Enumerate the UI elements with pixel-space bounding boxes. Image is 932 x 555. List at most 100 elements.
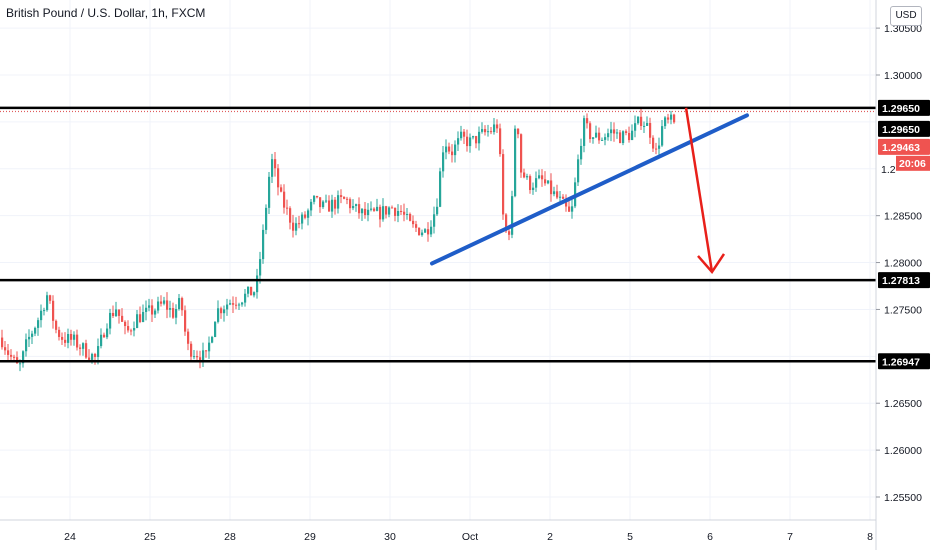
- candle-body: [460, 131, 463, 139]
- candle-body: [475, 136, 478, 144]
- candle-body: [592, 137, 595, 139]
- candle-body: [658, 145, 661, 149]
- candle-body: [367, 209, 370, 216]
- candle-body: [145, 307, 148, 313]
- candle-body: [199, 357, 202, 362]
- currency-button[interactable]: USD: [890, 6, 922, 26]
- candle-body: [646, 122, 649, 126]
- candle-body: [67, 334, 70, 343]
- candle-body: [400, 210, 403, 212]
- candle-body: [550, 180, 553, 195]
- price-tag: 1.29650: [878, 120, 930, 137]
- candle-body: [61, 336, 64, 340]
- level-tag-text: 1.26947: [882, 356, 920, 368]
- level-tag-bg: [878, 272, 930, 289]
- candle-body: [517, 128, 520, 135]
- candle-body: [304, 214, 307, 218]
- candle-body: [154, 310, 157, 315]
- candle-body: [403, 211, 406, 215]
- candle-body: [385, 206, 388, 215]
- candle-body: [388, 207, 391, 215]
- candle-body: [406, 213, 409, 215]
- candle-body: [283, 191, 286, 208]
- level-tag: 1.26947: [878, 353, 930, 370]
- y-tick-label-partial: 1.2: [881, 164, 896, 176]
- candle-body: [34, 327, 37, 334]
- candle-body: [505, 214, 508, 232]
- candle-body: [10, 354, 13, 357]
- candle-body: [142, 312, 145, 322]
- candle-body: [670, 114, 673, 120]
- candle-body: [664, 117, 667, 127]
- countdown-tag: 20:06: [896, 155, 930, 171]
- candle-body: [325, 200, 328, 202]
- candle-body: [364, 208, 367, 216]
- candle-body: [571, 206, 574, 212]
- candle-body: [286, 207, 289, 209]
- candle-body: [379, 206, 382, 220]
- candle-body: [409, 213, 412, 221]
- candle-body: [427, 229, 430, 235]
- candle-body: [301, 214, 304, 224]
- candle-body: [445, 146, 448, 153]
- candle-body: [415, 224, 418, 228]
- candle-body: [202, 350, 205, 362]
- candle-body: [118, 309, 121, 316]
- candle-body: [115, 309, 118, 317]
- price-tag-bg: [878, 120, 930, 137]
- candle-body: [70, 334, 73, 340]
- candle-body: [463, 131, 466, 137]
- candle-body: [625, 131, 628, 133]
- candle-body: [22, 351, 25, 364]
- candle-body: [472, 136, 475, 138]
- trendline[interactable]: [430, 113, 749, 266]
- candle-body: [79, 347, 82, 349]
- candle-body: [235, 304, 238, 306]
- candle-body: [187, 331, 190, 344]
- candle-body: [394, 207, 397, 216]
- candle-body: [205, 350, 208, 352]
- candle-body: [421, 232, 424, 236]
- candle-body: [112, 312, 115, 317]
- candle-body: [412, 220, 415, 225]
- candle-body: [622, 131, 625, 144]
- candle-body: [307, 210, 310, 218]
- candle-body: [649, 122, 652, 138]
- candle-body: [244, 293, 247, 303]
- level-tag-bg: [878, 353, 930, 370]
- candle-body: [265, 207, 268, 230]
- candle-body: [382, 206, 385, 220]
- candle-body: [100, 334, 103, 347]
- forecast-arrow[interactable]: [684, 107, 714, 273]
- candle-body: [628, 132, 631, 141]
- candle-body: [457, 138, 460, 145]
- candle-body: [289, 208, 292, 223]
- x-tick-label: 24: [64, 531, 76, 543]
- candle-body: [64, 339, 67, 343]
- candle-body: [109, 312, 112, 329]
- candle-body: [217, 308, 220, 322]
- candle-body: [127, 326, 130, 331]
- candle-body: [448, 146, 451, 152]
- candle-body: [661, 126, 664, 146]
- candle-body: [481, 129, 484, 132]
- candle-body: [466, 136, 469, 147]
- candle-body: [535, 178, 538, 188]
- candle-body: [76, 334, 79, 348]
- candle-body: [91, 353, 94, 360]
- candle-body: [250, 286, 253, 296]
- candle-body: [223, 309, 226, 314]
- candle-body: [637, 116, 640, 124]
- candle-body: [532, 187, 535, 191]
- level-tag: 1.27813: [878, 272, 930, 289]
- x-tick-label: 29: [304, 531, 316, 543]
- candle-body: [85, 343, 88, 358]
- candle-body: [52, 300, 55, 321]
- candle-body: [49, 295, 52, 301]
- candle-body: [346, 198, 349, 200]
- candle-body: [418, 227, 421, 236]
- candle-body: [88, 357, 91, 360]
